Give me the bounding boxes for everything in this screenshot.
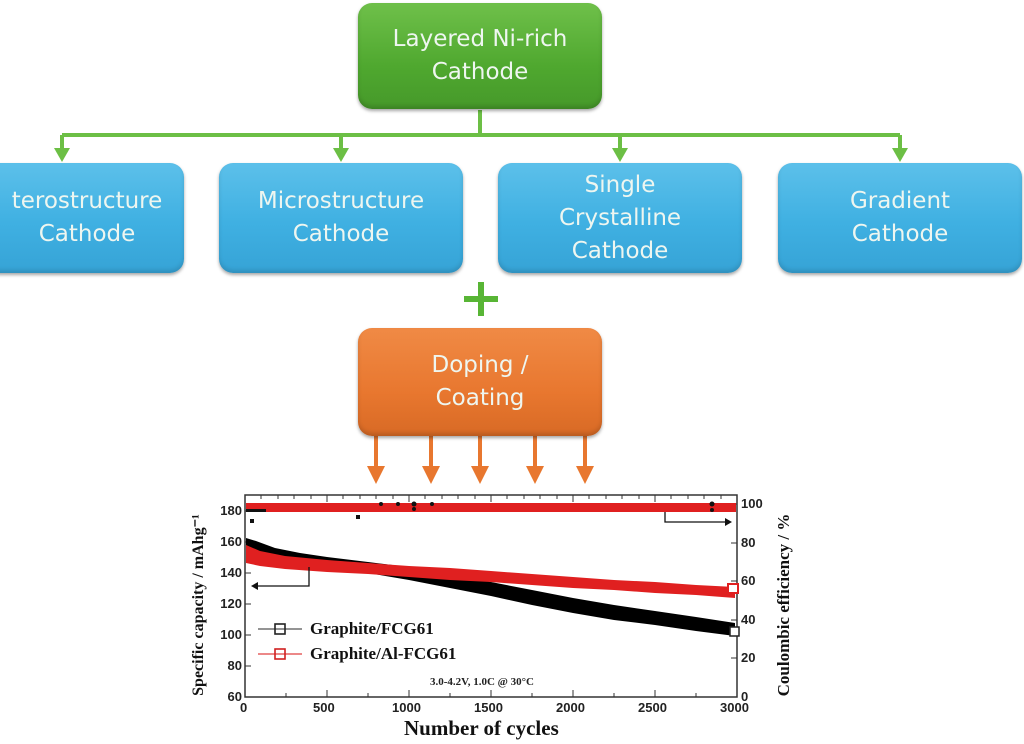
child-label-line3: Cathode: [571, 237, 669, 264]
arrow-down-icon: [333, 148, 349, 162]
arrow-down-icon: [471, 466, 489, 484]
arrow-down-icon: [54, 148, 70, 162]
arrow-left-icon: [251, 582, 258, 590]
ce-series-fcg61: [246, 501, 715, 523]
legend-label-al-fcg61: Graphite/Al-FCG61: [310, 644, 457, 663]
y-right-tick: 100: [741, 496, 763, 511]
child-node-heterostructure-cathode: terostructure Cathode: [0, 163, 184, 273]
arrow-down-icon: [612, 148, 628, 162]
left-axis-arrow-annotation: [258, 567, 310, 587]
child-label-line1: terostructure: [11, 188, 163, 214]
x-axis-title: Number of cycles: [404, 716, 559, 740]
modifier-label-line2: Coating: [435, 385, 525, 411]
arrow-down-icon: [576, 466, 594, 484]
y-right-tick: 40: [741, 612, 756, 627]
child-node-microstructure-cathode: Microstructure Cathode: [219, 163, 463, 273]
arrow-down-icon: [892, 148, 908, 162]
y-tick: 160: [220, 534, 242, 549]
legend: [258, 623, 302, 660]
child-label-line2: Crystalline: [558, 204, 682, 231]
child-label-line2: Cathode: [292, 221, 390, 247]
child-node-gradient-cathode: Gradient Cathode: [778, 163, 1022, 273]
plus-icon: [464, 282, 498, 316]
legend-label-fcg61: Graphite/FCG61: [310, 619, 434, 638]
capacity-series-fcg61: [246, 538, 735, 636]
x-tick: 1500: [474, 700, 503, 715]
x-tick: 2000: [556, 700, 585, 715]
y-right-tick: 80: [741, 535, 756, 550]
y-tick: 80: [227, 658, 242, 673]
x-tick: 3000: [720, 700, 749, 715]
child-label-line1: Microstructure: [257, 188, 425, 214]
capacity-series-al-fcg61: [246, 545, 735, 598]
root-label-line2: Cathode: [431, 59, 529, 85]
right-axis-arrow-annotation: [664, 512, 725, 523]
x-axis-tick-labels: 0 500 1000 1500 2000 2500 3000: [0, 700, 1024, 716]
x-tick: 0: [240, 700, 248, 715]
root-label-line1: Layered Ni-rich: [392, 26, 568, 52]
y-right-axis-title: Coulombic efficiency / %: [774, 513, 793, 697]
modifier-node-doping-coating: Doping / Coating: [358, 328, 602, 436]
child-label-line2: Cathode: [851, 221, 949, 247]
y-right-tick: 60: [741, 573, 756, 588]
x-tick: 2500: [638, 700, 667, 715]
y-tick: 140: [220, 565, 242, 580]
arrow-right-icon: [725, 518, 732, 526]
x-tick: 500: [313, 700, 335, 715]
child-label-line2: Cathode: [38, 221, 136, 247]
y-right-tick: 20: [741, 650, 756, 665]
modifier-label-line1: Doping /: [431, 352, 529, 378]
arrow-down-icon: [367, 466, 385, 484]
arrow-down-icon: [526, 466, 544, 484]
ce-series-al-fcg61: [246, 503, 736, 512]
child-label-line1: Gradient: [849, 188, 951, 214]
y-tick: 180: [220, 503, 242, 518]
y-right-tick: 0: [741, 689, 749, 704]
y-tick: 60: [227, 689, 242, 704]
y-tick: 120: [220, 596, 242, 611]
arrow-down-icon: [422, 466, 440, 484]
y-axis-title: Specific capacity / mAhg⁻¹: [190, 514, 207, 696]
root-node-layered-ni-rich-cathode: Layered Ni-rich Cathode: [358, 3, 602, 109]
y-tick: 100: [220, 627, 242, 642]
legend-marker-al-fcg61: [274, 648, 286, 660]
x-tick: 1000: [392, 700, 421, 715]
child-label-line1: Single: [584, 171, 656, 198]
child-node-single-crystalline-cathode: Single Crystalline Cathode: [498, 163, 742, 273]
legend-marker-fcg61: [274, 623, 286, 635]
chart-annotation-conditions: 3.0-4.2V, 1.0C @ 30°C: [430, 676, 534, 688]
